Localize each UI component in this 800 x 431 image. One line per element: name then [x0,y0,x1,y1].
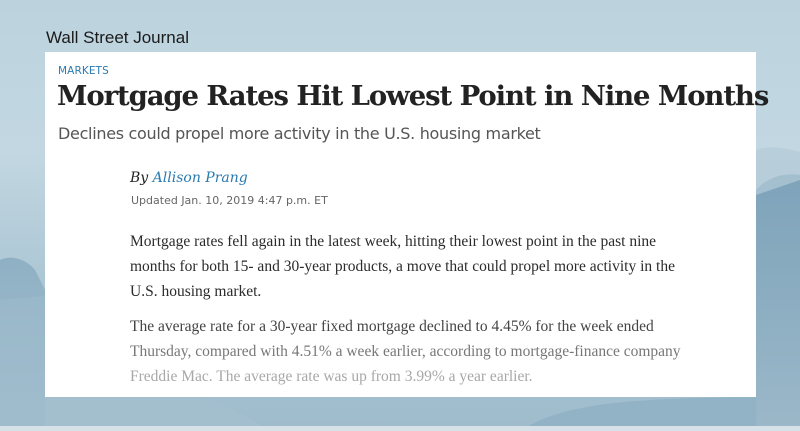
author-link[interactable]: Allison Prang [152,170,248,186]
article-card: MARKETS Mortgage Rates Hit Lowest Point … [45,52,769,397]
article-paragraph: Mortgage rates fell again in the latest … [130,229,740,304]
article-paragraph: The average rate for a 30-year fixed mor… [130,314,740,389]
article-headline: Mortgage Rates Hit Lowest Point in Nine … [57,80,769,112]
paragraph-line: Mortgage rates fell again in the latest … [130,233,657,250]
paragraph-line: Thursday, compared with 4.51% a week ear… [130,343,681,360]
source-label: Wall Street Journal [46,28,189,47]
section-label[interactable]: MARKETS [58,65,109,77]
article-subheadline: Declines could propel more activity in t… [58,124,541,143]
paragraph-line: months for both 15- and 30-year products… [130,258,675,275]
byline-prefix: By [130,170,149,186]
paragraph-line: Freddie Mac. The average rate was up fro… [130,368,533,385]
paragraph-line: The average rate for a 30-year fixed mor… [130,318,654,335]
paragraph-line: U.S. housing market. [130,283,262,300]
byline: By Allison Prang [130,170,248,186]
timestamp: Updated Jan. 10, 2019 4:47 p.m. ET [131,194,328,207]
